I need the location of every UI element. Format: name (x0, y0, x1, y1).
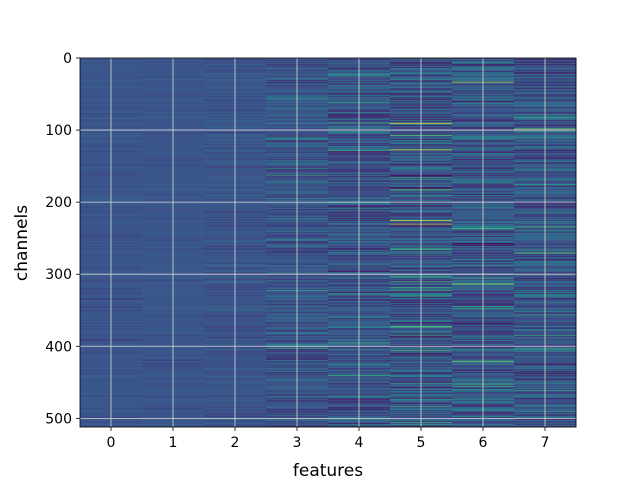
y-tick-label: 300 (45, 267, 72, 283)
y-axis-label: channels (12, 205, 32, 281)
x-tick-label: 6 (479, 435, 488, 451)
y-tick-label: 500 (45, 411, 72, 427)
y-axis-ticks: 0 100 200 300 400 500 (45, 51, 80, 427)
x-tick-label: 3 (293, 435, 302, 451)
x-tick-label: 1 (169, 435, 178, 451)
x-tick-label: 2 (231, 435, 240, 451)
grid-lines (80, 57, 576, 427)
heatmap-cells (80, 58, 577, 428)
y-tick-label: 400 (45, 339, 72, 355)
axis-frame (79, 57, 577, 428)
y-tick-label: 100 (45, 123, 72, 139)
x-tick-label: 0 (107, 435, 116, 451)
x-tick-label: 7 (541, 435, 550, 451)
y-tick-label: 0 (63, 51, 72, 67)
x-axis-ticks: 0 1 2 3 4 5 6 7 (107, 427, 550, 451)
x-tick-label: 4 (355, 435, 364, 451)
y-tick-label: 200 (45, 195, 72, 211)
plot-frame (79, 57, 577, 428)
x-tick-label: 5 (417, 435, 426, 451)
x-axis-label: features (293, 461, 363, 480)
